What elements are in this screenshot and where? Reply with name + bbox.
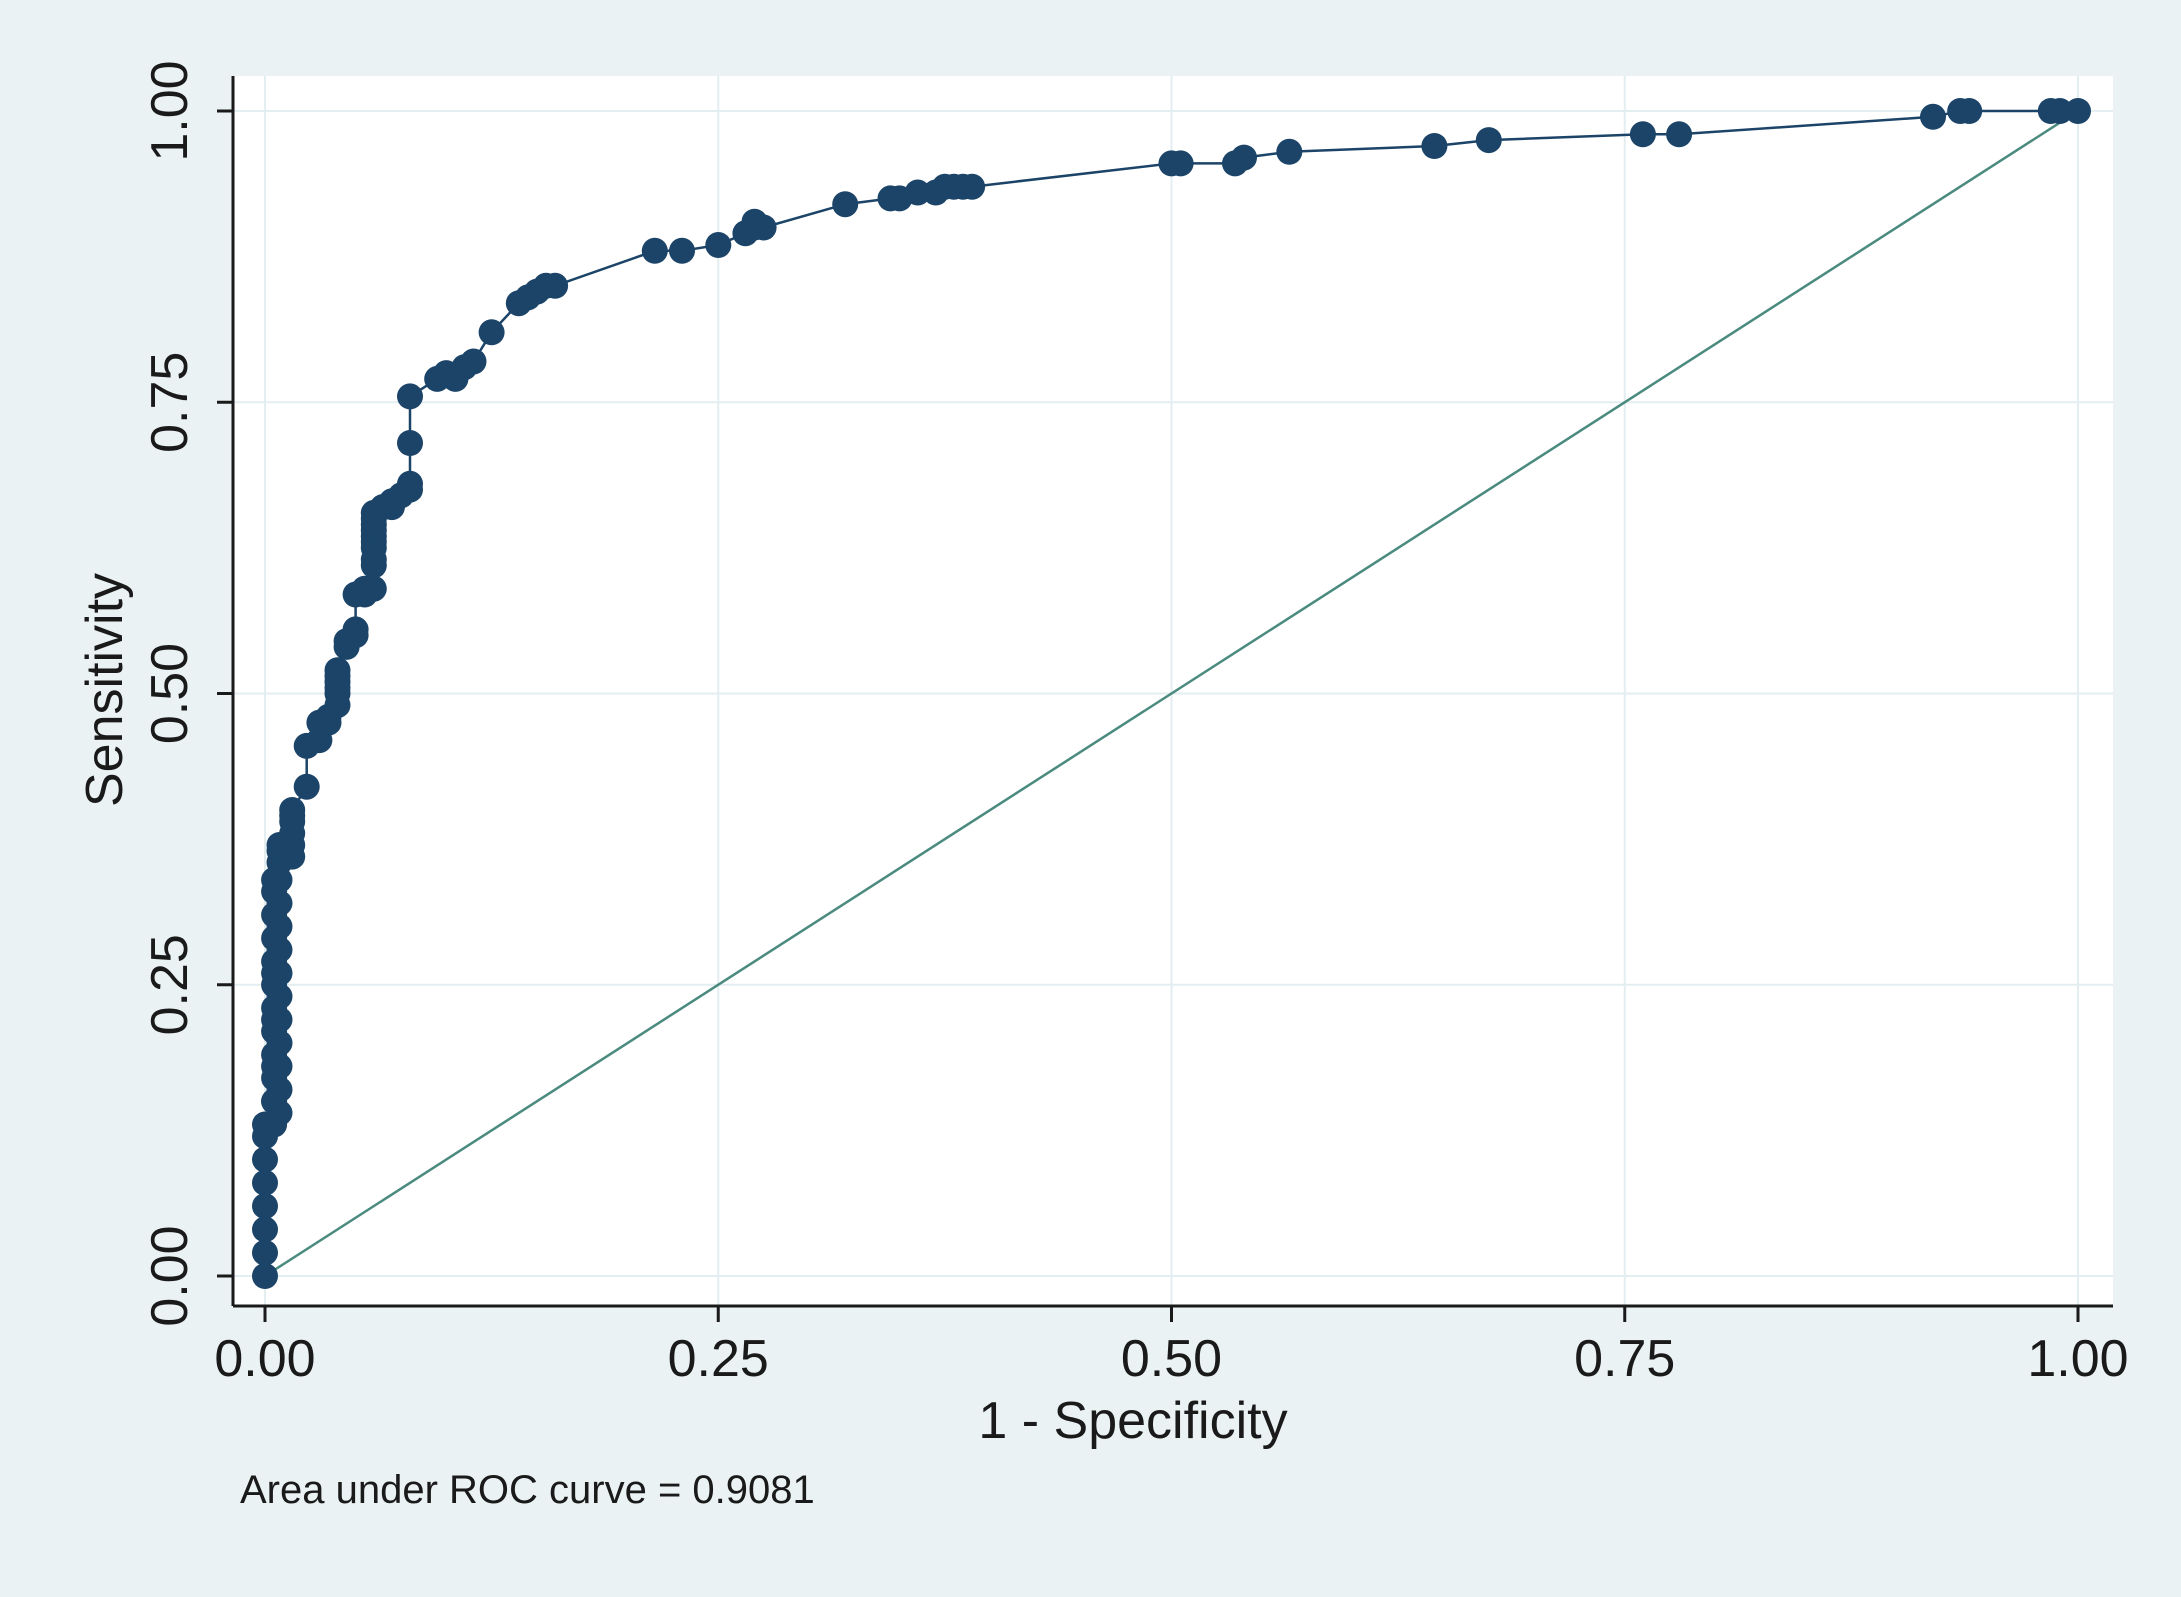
roc-point <box>397 470 423 497</box>
roc-point <box>641 237 668 264</box>
roc-point <box>750 214 777 241</box>
roc-point <box>1276 138 1303 165</box>
roc-point <box>2046 98 2073 124</box>
axes <box>217 76 2113 1322</box>
roc-point <box>266 936 293 963</box>
roc-point <box>1920 103 1946 130</box>
roc-point <box>252 1239 278 1266</box>
roc-point <box>266 1076 293 1103</box>
y-tick-label: 0.00 <box>141 1225 199 1326</box>
roc-point <box>360 575 387 602</box>
roc-point <box>266 1006 293 1033</box>
reference-line-group <box>264 109 2079 1278</box>
x-tick-label: 0.00 <box>214 1330 315 1388</box>
roc-point <box>397 430 423 456</box>
roc-point <box>478 319 505 346</box>
roc-point <box>266 1053 293 1080</box>
reference-line <box>264 109 2079 1278</box>
roc-point <box>1956 98 1983 124</box>
roc-point <box>266 890 293 917</box>
x-tick-label: 1.00 <box>2027 1330 2128 1388</box>
roc-point <box>904 179 931 206</box>
y-tick-label: 0.25 <box>141 934 199 1035</box>
roc-point <box>266 1030 293 1056</box>
roc-point <box>266 1099 293 1126</box>
roc-point <box>1167 150 1194 177</box>
roc-point <box>324 657 351 684</box>
roc-point <box>2065 98 2091 124</box>
roc-point <box>342 616 369 643</box>
y-tick-label: 1.00 <box>141 60 199 161</box>
x-tick-label: 0.25 <box>668 1330 769 1388</box>
y-axis-title: Sensitivity <box>76 573 134 807</box>
roc-point <box>1666 121 1693 148</box>
roc-point <box>1629 121 1656 148</box>
y-tick-label: 0.50 <box>141 643 199 744</box>
roc-point <box>669 237 695 264</box>
tick-labels: 0.00 0.25 0.50 0.75 1.00 0.00 0.25 0.50 0.75 1.00 <box>141 60 2129 1388</box>
roc-point <box>832 191 859 218</box>
roc-point <box>460 348 487 375</box>
roc-point <box>397 383 423 410</box>
roc-point <box>266 960 293 987</box>
auc-note: Area under ROC curve = 0.9081 <box>240 1468 815 1512</box>
y-tick-label: 0.75 <box>141 352 199 453</box>
x-tick-label: 0.75 <box>1574 1330 1675 1388</box>
roc-point <box>705 232 732 258</box>
plot-area <box>233 76 2113 1306</box>
roc-point <box>1421 133 1448 159</box>
roc-point <box>252 1169 278 1196</box>
roc-point <box>1475 127 1502 154</box>
roc-point <box>959 173 986 200</box>
roc-point <box>252 1216 278 1243</box>
roc-point <box>279 797 306 823</box>
x-axis-title: 1 - Specificity <box>978 1392 1287 1450</box>
roc-point <box>266 983 293 1010</box>
roc-point <box>1231 144 1257 171</box>
roc-point <box>293 773 320 800</box>
roc-curve-group <box>252 98 2091 1289</box>
roc-point <box>252 1146 278 1173</box>
roc-point <box>252 1193 278 1220</box>
roc-point <box>542 272 569 299</box>
roc-point <box>252 1263 278 1289</box>
x-tick-label: 0.50 <box>1121 1330 1222 1388</box>
roc-point <box>266 913 293 940</box>
grid-lines <box>233 76 2113 1306</box>
